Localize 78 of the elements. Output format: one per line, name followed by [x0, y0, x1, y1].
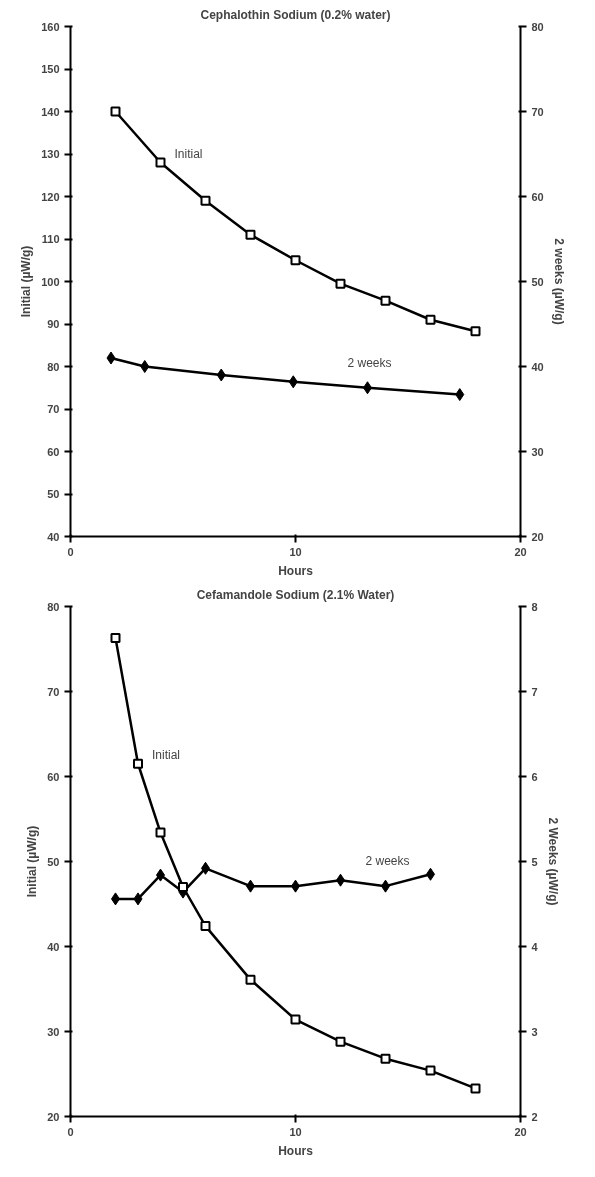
y2-tick-label: 6 — [531, 770, 538, 783]
point — [245, 229, 256, 240]
point — [200, 921, 211, 932]
y-tick-label: 80 — [47, 600, 60, 613]
y-tick-label: 140 — [41, 105, 60, 118]
point — [110, 106, 121, 117]
point — [178, 882, 188, 892]
y2-tick-label: 3 — [531, 1025, 538, 1038]
point — [245, 974, 256, 985]
point — [288, 375, 298, 389]
point — [290, 255, 301, 266]
x-axis-title: Hours — [278, 1143, 314, 1158]
x-axis-title: Hours — [278, 563, 314, 578]
y-tick-label: 160 — [41, 20, 60, 33]
y-tick-label: 70 — [47, 403, 60, 415]
y2-tick-label: 50 — [531, 275, 544, 288]
point — [140, 360, 150, 373]
y2-tick-label: 60 — [531, 190, 544, 203]
y-tick-label: 40 — [47, 940, 60, 953]
y-tick-label: 40 — [47, 530, 60, 543]
y-tick-label: 20 — [47, 1110, 60, 1123]
y2-axis-title: 2 weeks (µW/g) — [551, 238, 566, 325]
point — [133, 758, 143, 769]
y-tick-label: 90 — [47, 318, 60, 330]
x-tick-label: 0 — [67, 545, 74, 558]
point — [216, 368, 226, 382]
point — [470, 326, 481, 337]
y2-tick-label: 70 — [531, 105, 544, 118]
y-tick-label: 100 — [41, 275, 60, 288]
y-tick-label: 110 — [41, 233, 60, 245]
y-axis-title: Initial (µW/g) — [25, 825, 40, 898]
point — [425, 314, 436, 325]
y2-tick-label: 80 — [531, 20, 544, 33]
point — [470, 1083, 481, 1094]
point — [335, 1036, 346, 1047]
y-tick-label: 60 — [47, 770, 60, 783]
y-tick-label: 80 — [47, 360, 60, 373]
y-tick-label: 30 — [47, 1025, 60, 1038]
point — [106, 351, 116, 365]
y-axis-title: Initial (µW/g) — [19, 245, 34, 318]
series-label: Initial — [174, 146, 203, 161]
point — [133, 892, 143, 906]
chart-title: Cephalothin Sodium (0.2% water) — [200, 7, 391, 22]
point — [425, 1065, 436, 1076]
point — [380, 1053, 391, 1064]
point — [335, 278, 346, 289]
y-tick-label: 60 — [47, 445, 60, 458]
point — [380, 295, 391, 306]
y2-tick-label: 8 — [531, 600, 538, 613]
point — [155, 157, 166, 168]
point — [200, 195, 211, 206]
point — [110, 632, 121, 643]
point — [155, 827, 166, 838]
y2-tick-label: 40 — [531, 360, 544, 373]
x-tick-label: 10 — [289, 1125, 302, 1138]
point — [290, 1014, 301, 1025]
point — [455, 388, 465, 402]
y2-tick-label: 30 — [531, 445, 544, 458]
y-tick-label: 150 — [41, 63, 60, 75]
x-tick-label: 20 — [514, 1125, 527, 1138]
series-label: 2 weeks — [365, 854, 410, 869]
y-tick-label: 120 — [41, 190, 60, 203]
y2-tick-label: 2 — [531, 1110, 538, 1123]
y2-tick-label: 5 — [531, 855, 538, 868]
y-tick-label: 50 — [47, 488, 60, 500]
y2-axis-title: 2 Weeks (µW/g) — [545, 817, 560, 906]
y2-tick-label: 7 — [531, 685, 538, 698]
series-label: Initial — [152, 747, 181, 762]
x-tick-label: 10 — [289, 545, 302, 558]
chart-title: Cefamandole Sodium (2.1% Water) — [196, 587, 395, 602]
y2-tick-label: 20 — [531, 530, 544, 543]
x-tick-label: 20 — [514, 545, 527, 558]
y2-tick-label: 4 — [531, 940, 539, 953]
y-tick-label: 70 — [47, 685, 60, 698]
y-tick-label: 50 — [47, 855, 60, 868]
series-label: 2 weeks — [347, 355, 392, 370]
x-tick-label: 0 — [67, 1125, 74, 1138]
y-tick-label: 130 — [41, 148, 60, 160]
